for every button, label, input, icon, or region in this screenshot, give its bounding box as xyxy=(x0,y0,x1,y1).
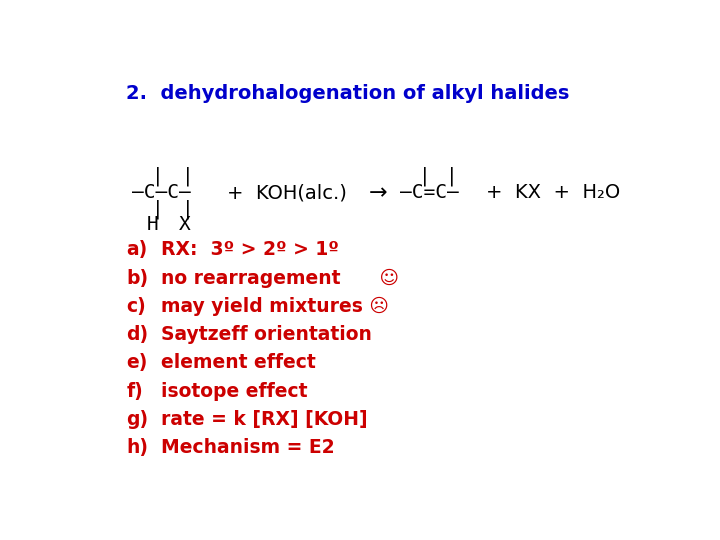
Text: RX:  3º > 2º > 1º: RX: 3º > 2º > 1º xyxy=(161,240,339,259)
Text: |: | xyxy=(152,199,164,219)
Text: element effect: element effect xyxy=(161,353,316,373)
Text: |: | xyxy=(181,199,194,219)
Text: a): a) xyxy=(126,240,148,259)
Text: |: | xyxy=(152,167,164,186)
Text: rate = k [RX] [KOH]: rate = k [RX] [KOH] xyxy=(161,410,368,429)
Text: no rearragement      ☺: no rearragement ☺ xyxy=(161,268,400,288)
Text: b): b) xyxy=(126,268,148,287)
Text: |: | xyxy=(419,167,431,186)
Text: 2.  dehydrohalogenation of alkyl halides: 2. dehydrohalogenation of alkyl halides xyxy=(126,84,570,103)
Text: Saytzeff orientation: Saytzeff orientation xyxy=(161,325,372,344)
Text: isotope effect: isotope effect xyxy=(161,382,308,401)
Text: g): g) xyxy=(126,410,148,429)
Text: h): h) xyxy=(126,438,148,457)
Text: H: H xyxy=(147,215,158,234)
Text: —C—C—: —C—C— xyxy=(132,183,191,202)
Text: Mechanism = E2: Mechanism = E2 xyxy=(161,438,335,457)
Text: X: X xyxy=(179,215,191,234)
Text: +  KX  +  H₂O: + KX + H₂O xyxy=(486,183,621,202)
Text: d): d) xyxy=(126,325,148,344)
Text: —C=C—: —C=C— xyxy=(400,183,459,202)
Text: +  KOH(alc.): + KOH(alc.) xyxy=(227,183,346,202)
Text: |: | xyxy=(446,167,457,186)
Text: →: → xyxy=(369,183,387,203)
Text: |: | xyxy=(181,167,194,186)
Text: c): c) xyxy=(126,297,146,316)
Text: may yield mixtures ☹: may yield mixtures ☹ xyxy=(161,297,390,316)
Text: f): f) xyxy=(126,382,143,401)
Text: e): e) xyxy=(126,353,148,373)
